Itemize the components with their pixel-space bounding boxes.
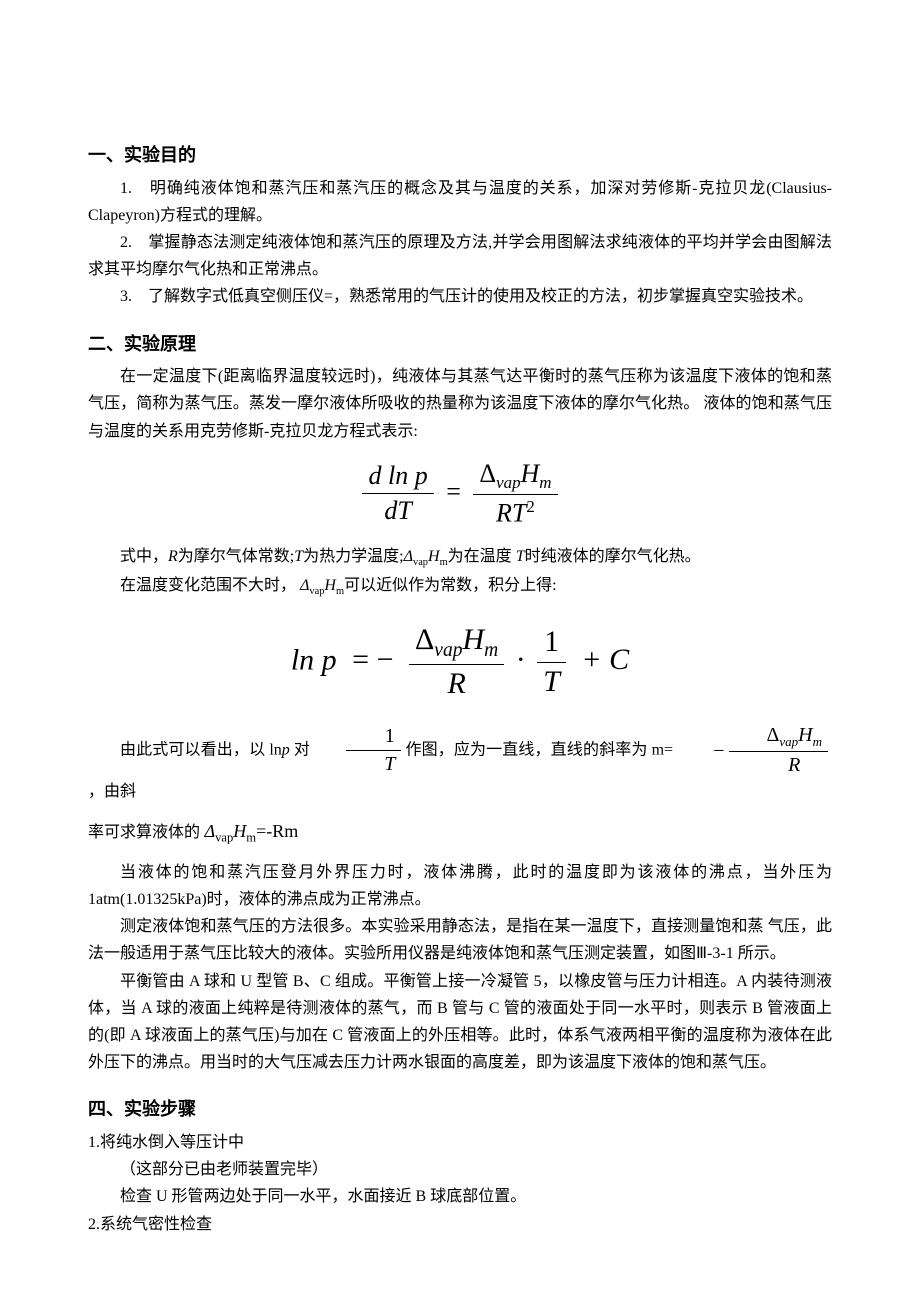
section2-para8: 平衡管由 A 球和 U 型管 B、C 组成。平衡管上接一冷凝管 5，以橡皮管与压… bbox=[88, 968, 832, 1077]
section2-para1: 在一定温度下(距离临界温度较远时)，纯液体与其蒸气达平衡时的蒸气压称为该温度下液… bbox=[88, 363, 832, 445]
section2-para6: 当液体的饱和蒸汽压登月外界压力时，液体沸腾，此时的温度即为该液体的沸点，当外压为… bbox=[88, 859, 832, 913]
section2-para5: 率可求算液体的 ΔvapHm=-Rm bbox=[88, 816, 832, 849]
section1-heading: 一、实验目的 bbox=[88, 140, 832, 171]
equation-2: ln p = − ΔvapHm R · 1 T + C bbox=[88, 623, 832, 702]
document-page: 一、实验目的 1. 明确纯液体饱和蒸汽压和蒸汽压的概念及其与温度的关系，加深对劳… bbox=[0, 0, 920, 1298]
section1-para3: 3. 了解数字式低真空侧压仪=，熟悉常用的气压计的使用及校正的方法，初步掌握真空… bbox=[88, 283, 832, 310]
equation-1: d ln p dT = ΔvapHm RT2 bbox=[88, 459, 832, 529]
section1-para1: 1. 明确纯液体饱和蒸汽压和蒸汽压的概念及其与温度的关系，加深对劳修斯-克拉贝龙… bbox=[88, 175, 832, 229]
section2-para2: 式中，R为摩尔气体常数;T为热力学温度;ΔvapHm为在温度 T时纯液体的摩尔气… bbox=[88, 543, 832, 572]
step-1: 1.将纯水倒入等压计中 bbox=[88, 1129, 832, 1156]
step-2: 2.系统气密性检查 bbox=[88, 1211, 832, 1238]
step-1b: 检查 U 形管两边处于同一水平，水面接近 B 球底部位置。 bbox=[88, 1183, 832, 1210]
section2-para4: 由此式可以看出，以 lnp 对 1 T 作图，应为一直线，直线的斜率为 m= −… bbox=[88, 724, 832, 808]
section2-heading: 二、实验原理 bbox=[88, 329, 832, 360]
section4-heading: 四、实验步骤 bbox=[88, 1094, 832, 1125]
section2-para7: 测定液体饱和蒸气压的方法很多。本实验采用静态法，是指在某一温度下，直接测量饱和蒸… bbox=[88, 913, 832, 967]
section1-para2: 2. 掌握静态法测定纯液体饱和蒸汽压的原理及方法,并学会用图解法求纯液体的平均并… bbox=[88, 229, 832, 283]
step-1a: （这部分已由老师装置完毕） bbox=[88, 1156, 832, 1183]
section2-para3: 在温度变化范围不大时， ΔvapHm可以近似作为常数，积分上得: bbox=[88, 572, 832, 601]
